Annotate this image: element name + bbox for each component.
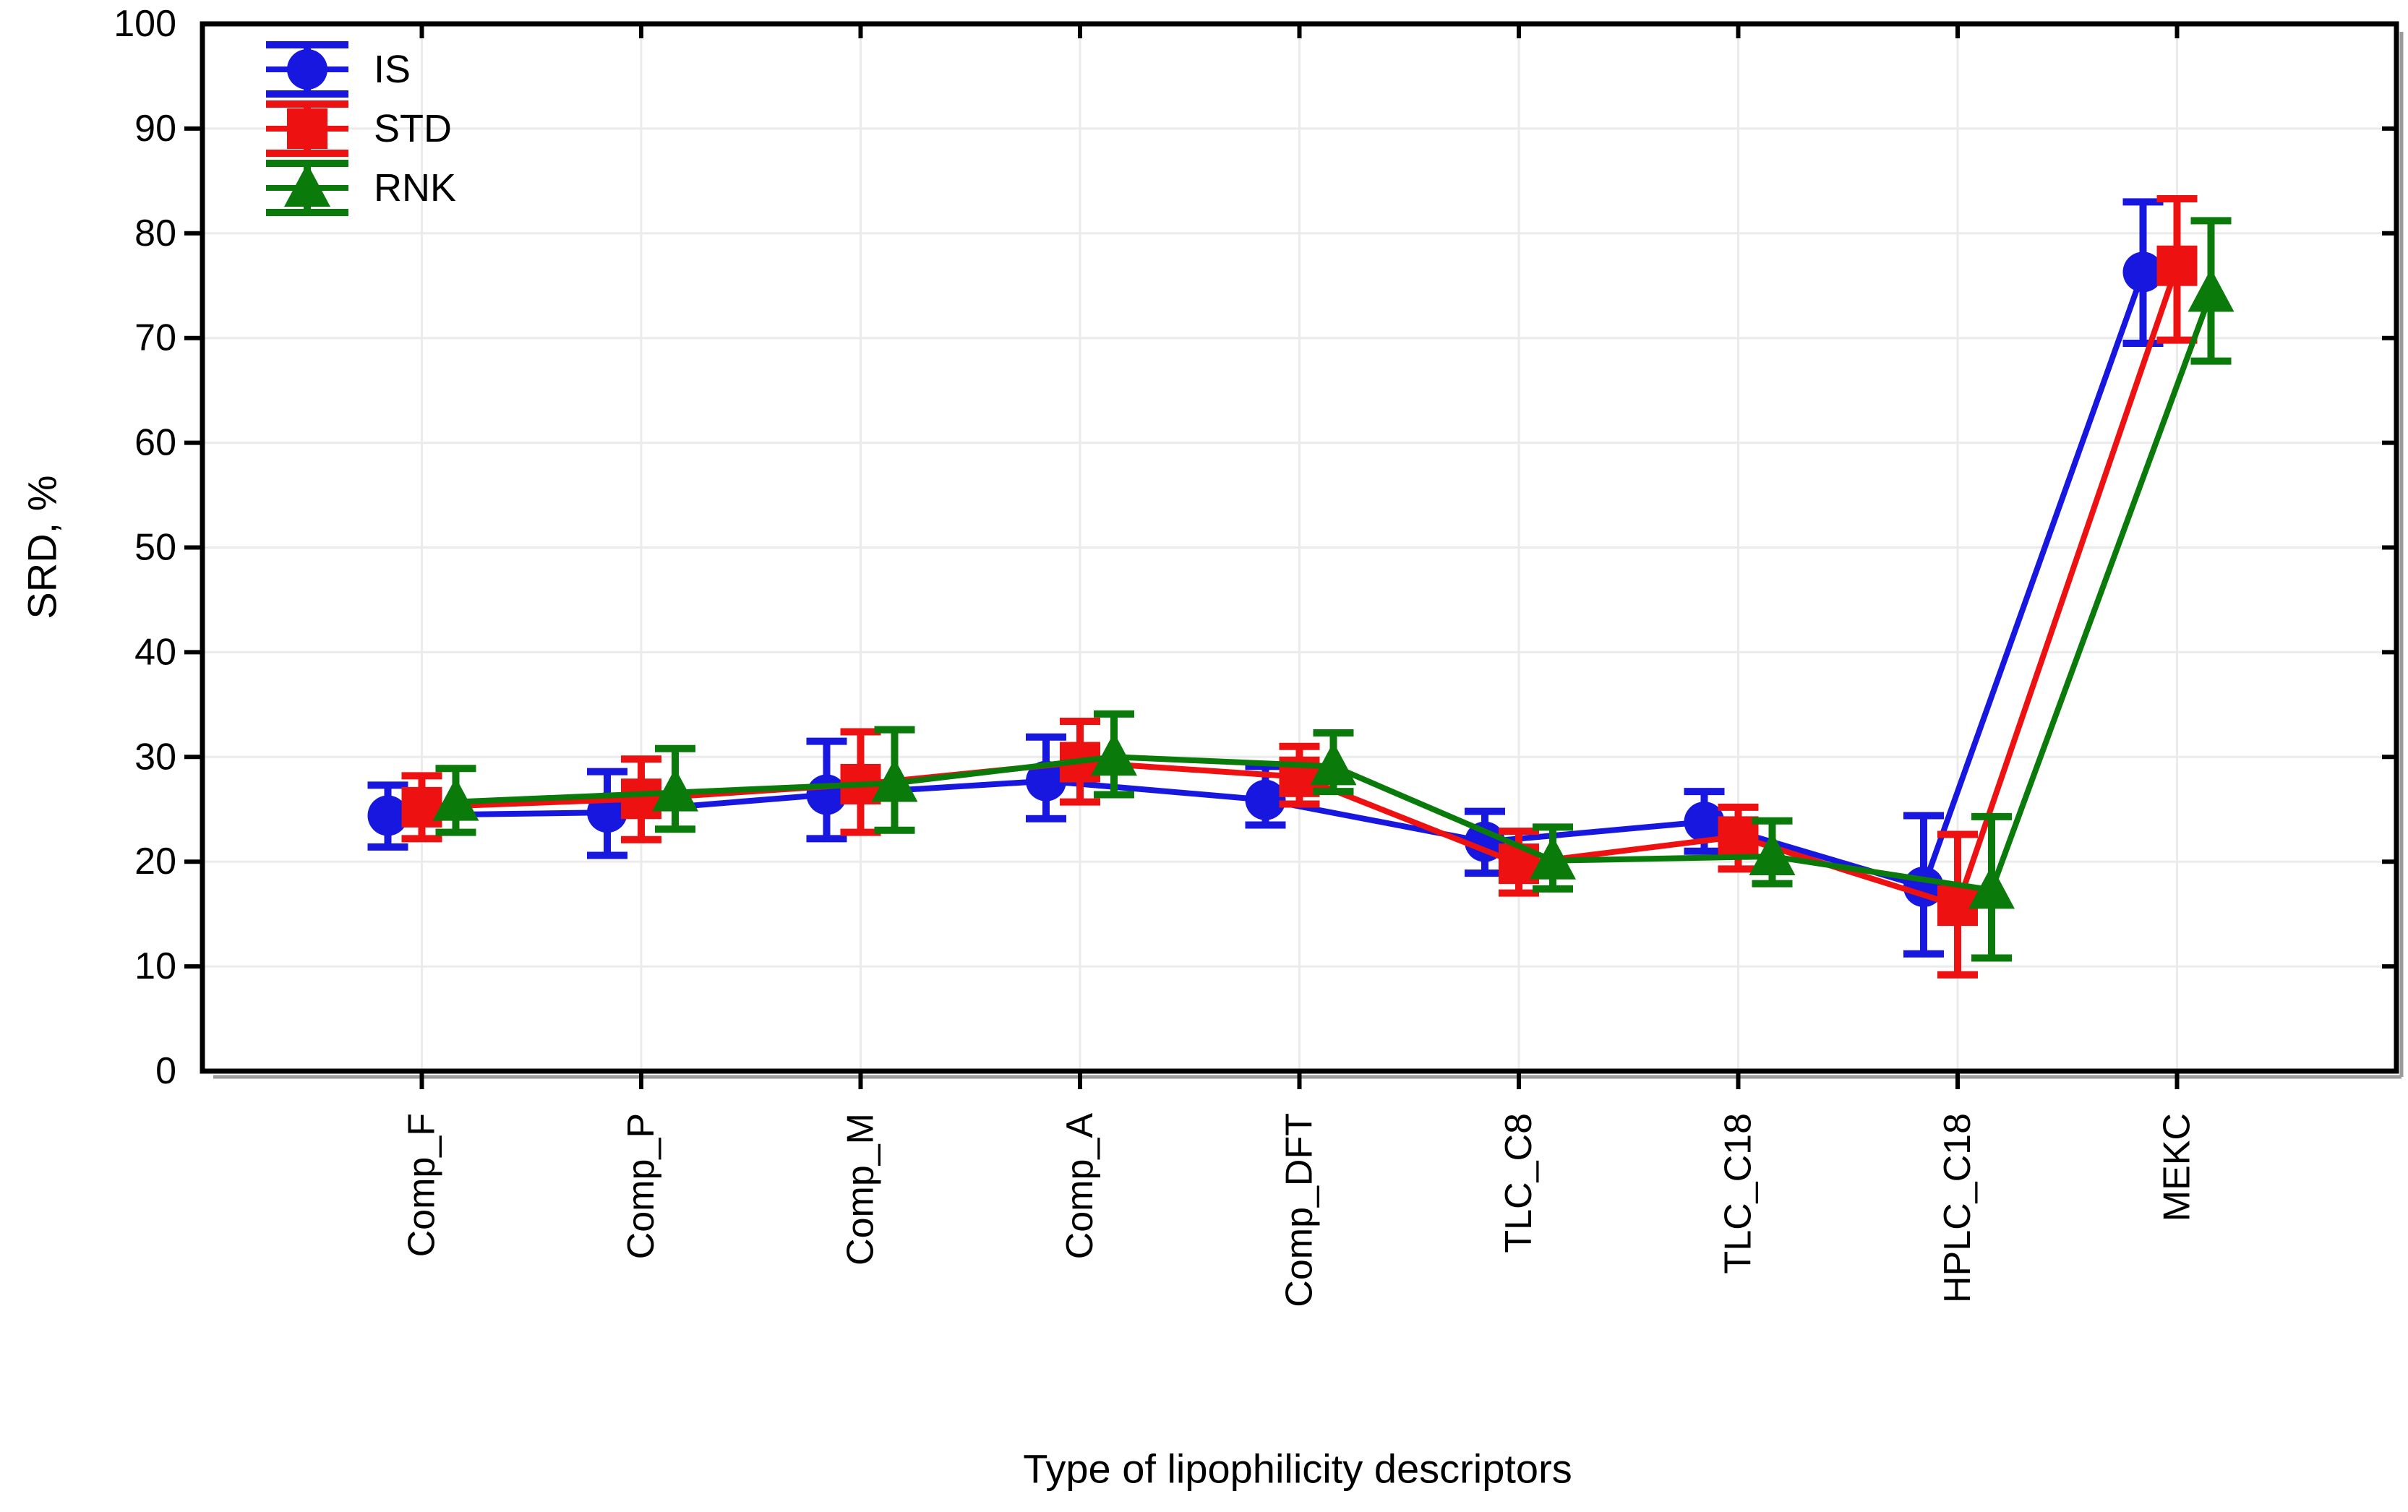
y-axis-tick-label: 20 xyxy=(134,841,176,882)
y-axis-tick-label: 50 xyxy=(134,527,176,569)
y-axis-tick-label: 70 xyxy=(134,317,176,359)
data-point-marker-triangle xyxy=(2188,268,2235,312)
x-axis-category-label: Comp_DFT xyxy=(1279,1113,1321,1307)
legend-item-rnk: RNK xyxy=(266,160,456,216)
data-point-marker-triangle xyxy=(1530,836,1576,880)
y-axis-tick-label: 90 xyxy=(134,108,176,150)
data-point-marker-triangle xyxy=(284,163,330,207)
legend-item-is: IS xyxy=(266,41,411,98)
data-point-marker-square xyxy=(2156,245,2198,286)
data-point-marker-triangle xyxy=(1310,742,1357,786)
data-point-marker-triangle xyxy=(1968,865,2015,909)
data-point-marker-square xyxy=(1718,816,1759,857)
data-point-marker-square xyxy=(401,786,442,828)
data-point-marker-square xyxy=(287,108,327,149)
x-axis-category-label: TLC_C8 xyxy=(1498,1113,1540,1253)
y-axis-tick-label: 0 xyxy=(155,1050,176,1092)
data-point-marker-triangle xyxy=(1091,732,1137,776)
y-axis-tick-label: 30 xyxy=(134,736,176,778)
data-point-marker-circle xyxy=(1026,760,1066,802)
data-point-marker-circle xyxy=(1245,779,1286,820)
x-axis-category-label: TLC_C18 xyxy=(1718,1113,1760,1274)
x-axis-category-label: Comp_F xyxy=(401,1113,443,1257)
legend-label: IS xyxy=(374,48,411,91)
data-point-marker-circle xyxy=(367,795,408,836)
data-point-marker-circle xyxy=(2122,252,2164,293)
x-axis-title: Type of lipophilicity descriptors xyxy=(1023,1446,1572,1492)
series-rnk xyxy=(432,217,2235,962)
data-point-marker-triangle xyxy=(1749,831,1796,875)
y-axis-title: SRD, % xyxy=(20,475,65,619)
data-point-marker-circle xyxy=(287,49,327,90)
legend-item-std: STD xyxy=(266,100,452,157)
y-axis-tick-label: 40 xyxy=(134,631,176,673)
y-axis-tick-label: 80 xyxy=(134,212,176,254)
data-point-marker-circle xyxy=(1684,802,1725,843)
x-axis-category-label: Comp_M xyxy=(840,1113,882,1266)
data-point-marker-triangle xyxy=(871,758,918,802)
tick-group xyxy=(184,24,2396,1089)
data-point-marker-triangle xyxy=(652,768,698,812)
x-axis-category-label: Comp_P xyxy=(620,1113,662,1259)
x-axis-category-label: Comp_A xyxy=(1059,1113,1101,1260)
y-axis-tick-label: 60 xyxy=(134,422,176,464)
legend-label: RNK xyxy=(374,166,456,210)
y-axis-tick-label: 100 xyxy=(113,3,176,45)
data-point-marker-triangle xyxy=(432,777,479,821)
legend-label: STD xyxy=(374,107,452,150)
y-axis-tick-label: 10 xyxy=(134,945,176,987)
data-point-marker-square xyxy=(621,778,661,820)
series-std xyxy=(401,194,2198,979)
x-axis-category-label: MEKC xyxy=(2156,1113,2198,1221)
x-axis-category-label: HPLC_C18 xyxy=(1937,1113,1979,1303)
